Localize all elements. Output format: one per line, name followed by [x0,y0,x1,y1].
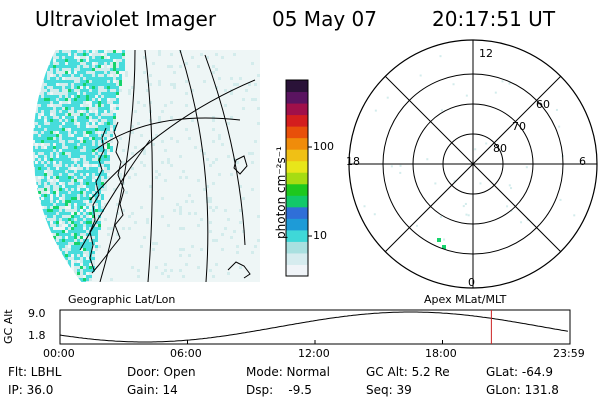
ip-status: IP: 36.0 [8,383,54,397]
lat-label-60: 60 [536,98,550,111]
mlt-label-12: 12 [479,47,493,60]
gc-alt-status: GC Alt: 5.2 Re [366,365,450,379]
altitude-xtick-0000: 00:00 [43,347,75,360]
altitude-ytick-top: 9.0 [28,307,46,320]
colorbar-segment [286,91,308,104]
colorbar-segment [286,114,308,127]
colorbar-segment [286,218,308,231]
mlt-label-6: 6 [579,155,586,168]
coastline [89,121,251,279]
colorbar-segment [286,160,308,173]
colorbar-tick-100: 100 [313,140,334,153]
colorbar-segment [286,126,308,139]
mlt-label-18: 18 [346,155,360,168]
colorbar-segment [286,137,308,150]
colorbar-segment [286,206,308,219]
altitude-xtick-0600: 06:00 [170,347,202,360]
mlt-label-0: 0 [468,276,475,289]
aurora-spot [442,245,446,249]
altitude-xtick-2359: 23:59 [553,347,585,360]
colorbar-segment [286,80,308,93]
colorbar-segment [286,241,308,254]
mode-status: Mode: Normal [246,365,330,379]
colorbar-segment [286,229,308,242]
colorbar-segment [286,195,308,208]
altitude-ytick-bottom: 1.8 [28,329,46,342]
polar-grid [349,40,597,288]
altitude-xtick-1800: 18:00 [425,347,457,360]
colorbar-scale [286,80,308,277]
colorbar-segment [286,252,308,265]
glat-status: GLat: -64.9 [486,365,553,379]
glon-status: GLon: 131.8 [486,383,559,397]
colorbar-tick-10: 10 [313,229,327,242]
altitude-xtick-1200: 12:00 [298,347,330,360]
colorbar-segment [286,264,308,277]
earth-disk [33,50,260,282]
date-label: 05 May 07 [272,7,377,31]
altitude-x-ticks [59,340,571,344]
altitude-curve [59,311,568,343]
door-status: Door: Open [127,365,196,379]
dsp-status: Dsp: -9.5 [246,383,312,397]
colorbar-segment [286,183,308,196]
colorbar-segment [286,149,308,162]
time-label: 20:17:51 UT [432,7,556,31]
polar-emission-pixels [363,55,576,249]
altitude-ylabel: GC Alt [2,309,15,344]
colorbar-segment [286,172,308,185]
lat-label-70: 70 [512,120,526,133]
aurora-spot [437,238,441,242]
lat-label-80: 80 [493,142,507,155]
lat-lon-grid [79,50,256,282]
filter-status: Flt: LBHL [8,365,62,379]
geo-caption: Geographic Lat/Lon [68,293,176,306]
colorbar-segment [286,103,308,116]
seq-status: Seq: 39 [366,383,412,397]
polar-caption: Apex MLat/MLT [424,293,507,306]
instrument-title: Ultraviolet Imager [35,7,217,31]
gain-status: Gain: 14 [127,383,178,397]
